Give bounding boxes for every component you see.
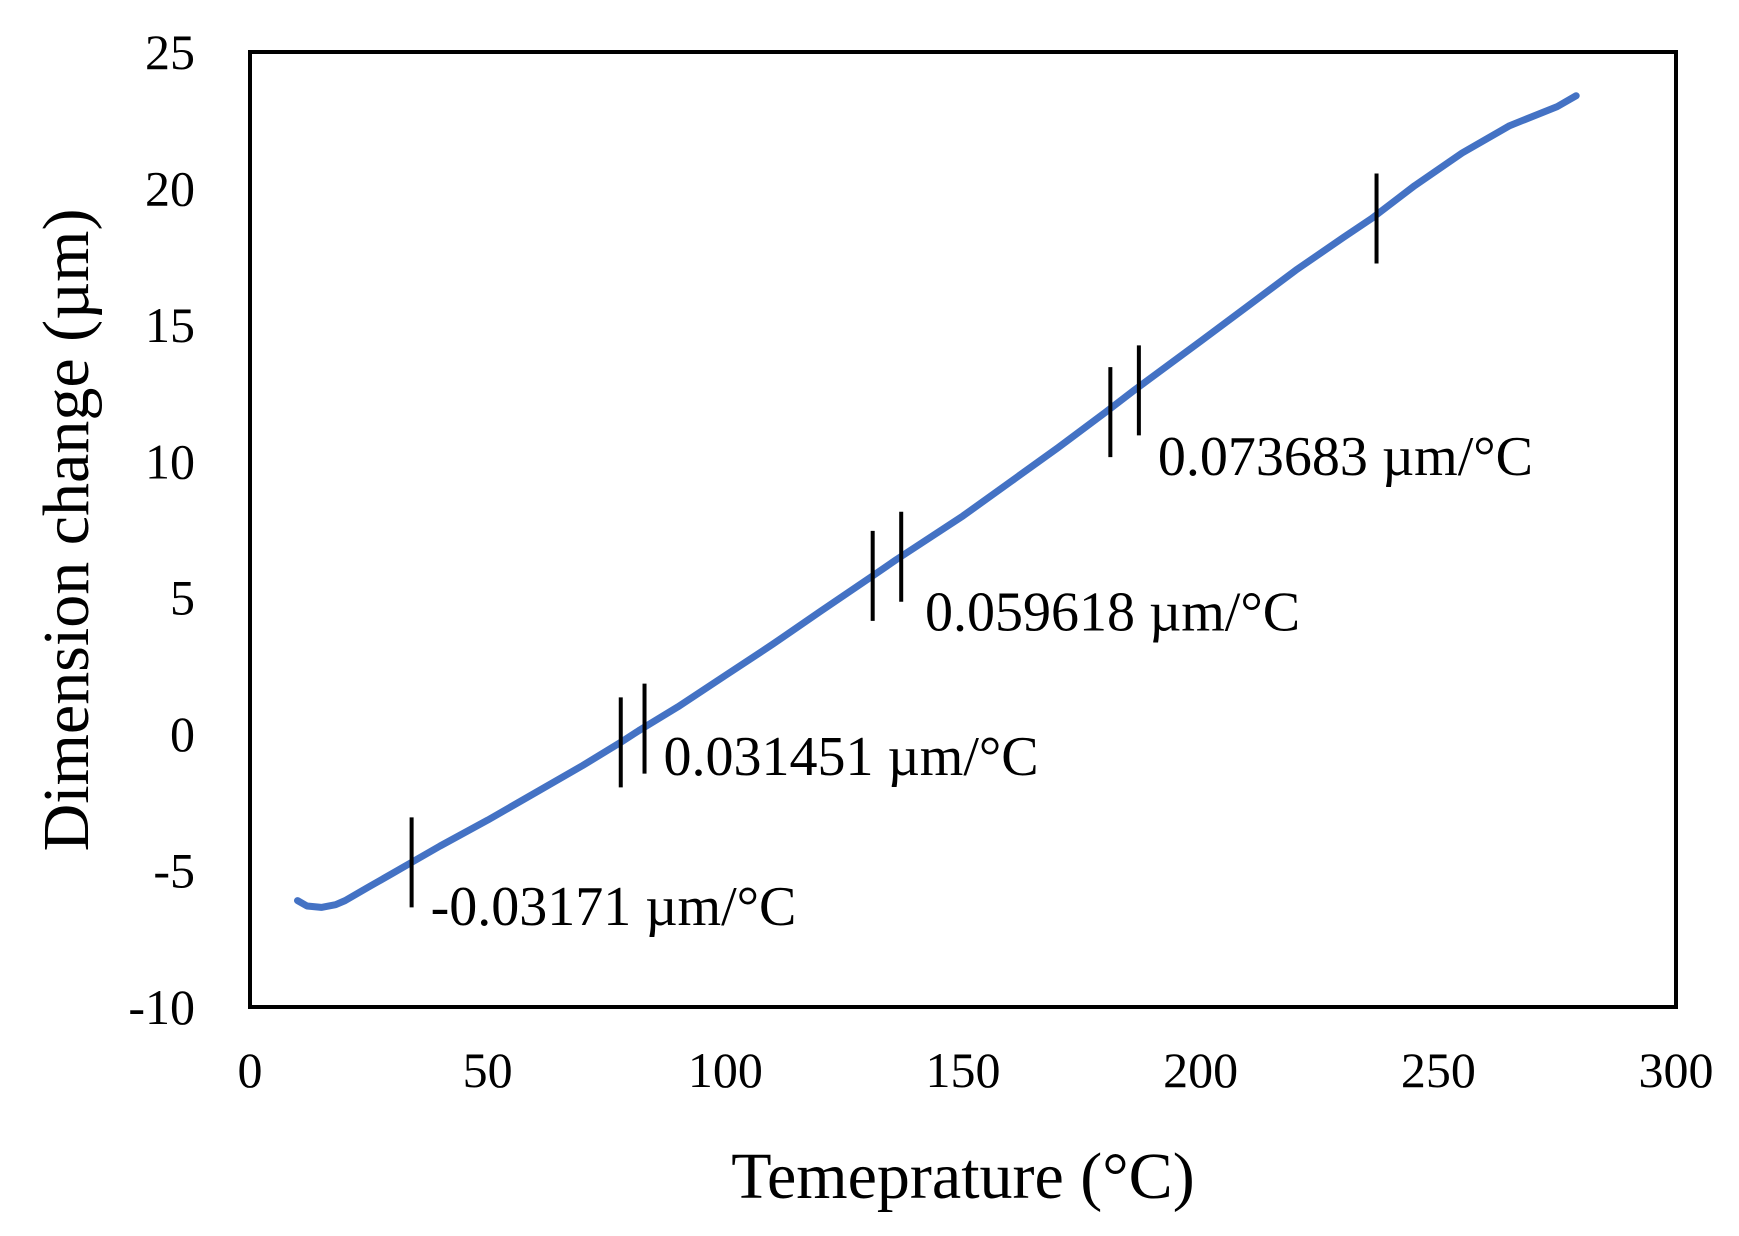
- y-axis-title: Dimension change (µm): [30, 209, 103, 852]
- x-tick-label: 50: [463, 1042, 513, 1098]
- slope-annotation: 0.059618 µm/°C: [925, 581, 1300, 643]
- slope-annotation: -0.03171 µm/°C: [431, 876, 797, 938]
- slope-annotations: -0.03171 µm/°C 0.031451 µm/°C 0.059618 µm/…: [431, 426, 1533, 938]
- x-tick-label: 150: [926, 1042, 1001, 1098]
- y-tick-label: -5: [153, 843, 195, 899]
- x-tick-label: 250: [1401, 1042, 1476, 1098]
- plot-frame: [248, 50, 1678, 1009]
- y-tick-label: 25: [145, 24, 195, 80]
- x-tick-labels: 0 50 100 150 200 250 300: [238, 1042, 1714, 1098]
- y-tick-label: 5: [170, 570, 195, 626]
- x-tick-label: 300: [1639, 1042, 1714, 1098]
- y-tick-label: 15: [145, 297, 195, 353]
- y-tick-label: 20: [145, 160, 195, 216]
- x-tick-label: 0: [238, 1042, 263, 1098]
- y-tick-labels: -10 -5 0 5 10 15 20 25: [128, 24, 195, 1035]
- y-tick-label: 10: [145, 433, 195, 489]
- series-line: [294, 92, 1580, 911]
- x-axis-title: Temeprature (°C): [731, 1140, 1194, 1213]
- y-tick-label: 0: [170, 706, 195, 762]
- x-tick-label: 200: [1163, 1042, 1238, 1098]
- x-tick-label: 100: [688, 1042, 763, 1098]
- slope-annotation: 0.073683 µm/°C: [1158, 426, 1533, 488]
- segment-markers: [409, 173, 1379, 908]
- y-tick-label: -10: [128, 979, 195, 1035]
- slope-annotation: 0.031451 µm/°C: [664, 726, 1039, 788]
